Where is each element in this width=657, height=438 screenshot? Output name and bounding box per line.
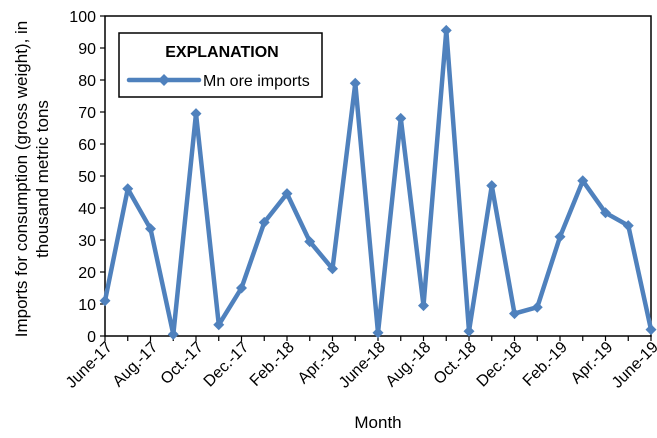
- data-point-marker: [531, 301, 543, 313]
- y-tick-label: 50: [78, 169, 96, 186]
- data-point-marker: [486, 180, 498, 192]
- x-tick-label: Feb.-19: [520, 339, 571, 390]
- y-tick-label: 20: [78, 265, 96, 282]
- data-point-marker: [122, 183, 134, 195]
- y-axis-title: Imports for consumption (gross weight), …: [12, 21, 52, 338]
- data-point-marker: [213, 319, 225, 331]
- data-point-marker: [258, 216, 270, 228]
- y-axis-title-line-1: Imports for consumption (gross weight), …: [12, 21, 31, 338]
- y-tick-label: 80: [78, 73, 96, 90]
- legend-title: EXPLANATION: [165, 44, 278, 61]
- data-point-marker: [304, 236, 316, 248]
- legend-label: Mn ore imports: [203, 73, 310, 90]
- legend-marker-diamond-icon: [158, 74, 170, 86]
- data-point-marker: [600, 207, 611, 219]
- x-tick-label: June-18: [336, 339, 389, 392]
- x-axis-ticks: June-17Aug.-17Oct.-17Dec.-17Feb.-18Apr.-…: [63, 336, 657, 392]
- x-tick-label: Oct.-17: [158, 339, 207, 388]
- data-point-marker: [509, 308, 520, 320]
- y-tick-label: 60: [78, 137, 96, 154]
- y-tick-label: 40: [78, 201, 96, 218]
- data-point-marker: [281, 188, 293, 200]
- y-tick-label: 10: [78, 297, 96, 314]
- data-point-marker: [349, 77, 361, 89]
- x-axis-title: Month: [354, 413, 401, 432]
- y-tick-label: 100: [69, 9, 96, 26]
- data-point-marker: [395, 112, 407, 124]
- data-point-marker: [190, 108, 202, 120]
- x-tick-label: June-19: [609, 339, 657, 392]
- data-point-marker: [327, 263, 338, 275]
- x-tick-label: Aug.-18: [383, 339, 435, 391]
- data-point-marker: [236, 282, 247, 294]
- legend-box: [118, 32, 323, 98]
- data-point-marker: [622, 220, 634, 232]
- x-tick-label: Dec.-17: [201, 339, 253, 391]
- x-tick-label: Dec.-18: [474, 339, 526, 391]
- data-point-marker: [463, 325, 475, 337]
- data-point-marker: [372, 327, 384, 339]
- y-tick-label: 90: [78, 41, 96, 58]
- x-tick-label: Feb.-18: [247, 339, 298, 390]
- x-tick-label: Oct.-18: [431, 339, 480, 388]
- data-point-marker: [645, 324, 657, 336]
- data-point-marker: [145, 223, 156, 235]
- legend: EXPLANATION Mn ore imports: [118, 32, 323, 98]
- data-point-marker: [577, 175, 589, 187]
- y-tick-label: 0: [87, 329, 96, 346]
- x-tick-label: Aug.-17: [110, 339, 162, 391]
- plot-area: [99, 15, 657, 340]
- y-tick-label: 30: [78, 233, 96, 250]
- data-point-marker: [418, 300, 429, 312]
- data-point-marker: [99, 295, 111, 307]
- y-tick-label: 70: [78, 105, 96, 122]
- y-axis-title-line-2: thousand metric tons: [33, 100, 52, 258]
- y-axis-ticks: 0 10 20 30 40 50 60 70 80 90 100: [69, 9, 105, 346]
- data-point-marker: [167, 328, 179, 340]
- data-point-marker: [440, 24, 452, 36]
- x-tick-label: June-17: [63, 339, 116, 392]
- data-point-marker: [554, 231, 566, 243]
